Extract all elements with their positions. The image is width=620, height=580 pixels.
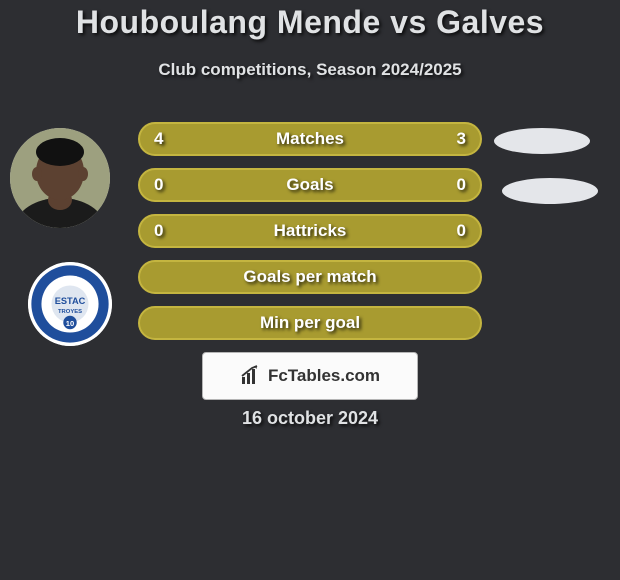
subtitle: Club competitions, Season 2024/2025	[0, 60, 620, 80]
chart-icon	[240, 365, 262, 387]
date-label: 16 october 2024	[0, 408, 620, 429]
stat-bar-right-value: 0	[457, 170, 466, 200]
stat-bar-left-value: 0	[154, 170, 163, 200]
svg-text:1986: 1986	[63, 275, 78, 282]
page-title: Houboulang Mende vs Galves	[0, 4, 620, 41]
stat-bar-label: Goals	[140, 170, 480, 200]
fctables-label: FcTables.com	[268, 366, 380, 386]
stat-bar: Goals per match	[138, 260, 482, 294]
player-avatar	[10, 128, 110, 228]
svg-text:ESTAC: ESTAC	[55, 296, 86, 306]
stat-bars: Matches43Goals00Hattricks00Goals per mat…	[138, 122, 482, 352]
club-crest: 1986 ESTAC TROYES 10	[28, 262, 112, 346]
stat-bar: Min per goal	[138, 306, 482, 340]
opponent-crest-placeholder	[502, 178, 598, 204]
club-crest-graphic: 1986 ESTAC TROYES 10	[28, 262, 112, 346]
fctables-badge[interactable]: FcTables.com	[202, 352, 418, 400]
stat-bar-label: Goals per match	[140, 262, 480, 292]
stat-bar: Goals0 0	[138, 168, 482, 202]
stat-bar-left-value: 4	[154, 124, 163, 154]
stat-bar-label: Hattricks	[140, 216, 480, 246]
stat-bar-label: Matches	[140, 124, 480, 154]
stat-bar-right-value: 0	[457, 216, 466, 246]
stat-bar-right-value: 3	[457, 124, 466, 154]
svg-text:10: 10	[66, 319, 74, 328]
opponent-avatar-placeholder	[494, 128, 590, 154]
stat-bar-label: Min per goal	[140, 308, 480, 338]
svg-text:TROYES: TROYES	[58, 309, 82, 315]
stat-bar: Hattricks0 0	[138, 214, 482, 248]
stat-bar: Matches4 3	[138, 122, 482, 156]
player-avatar-graphic	[10, 128, 110, 228]
stat-bar-left-value: 0	[154, 216, 163, 246]
